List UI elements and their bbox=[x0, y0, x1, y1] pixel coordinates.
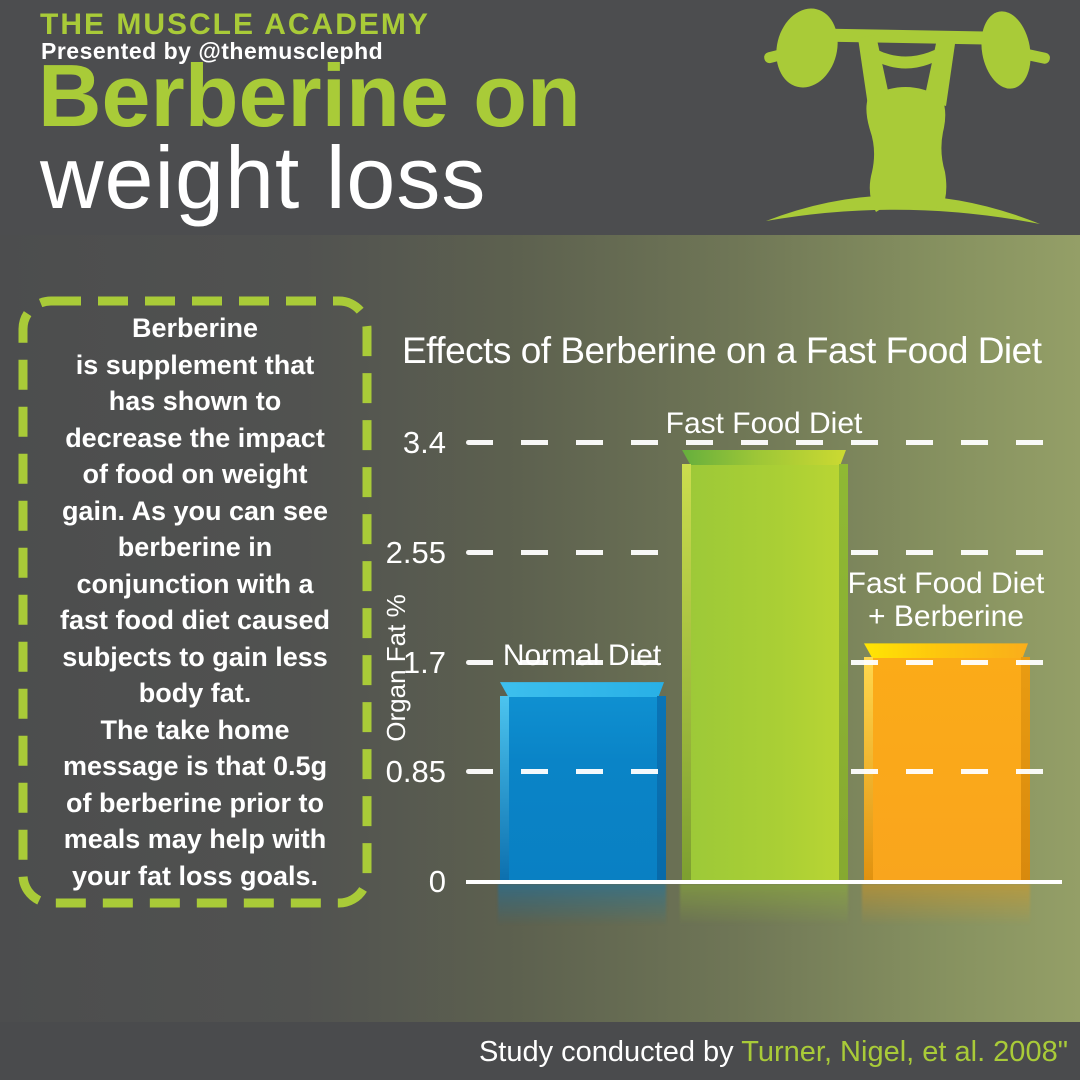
footer-band: Study conducted by Turner, Nigel, et al.… bbox=[0, 1022, 1080, 1080]
bar-1-top-face bbox=[680, 450, 848, 466]
brand-title: THE MUSCLE ACADEMY bbox=[40, 8, 430, 41]
footer-text: Study conducted by Turner, Nigel, et al.… bbox=[479, 1036, 1068, 1069]
info-box-dashed-border bbox=[18, 296, 372, 908]
y-tick-label-3.4: 3.4 bbox=[402, 425, 446, 461]
bar-reflection-2 bbox=[862, 884, 1030, 930]
bar-1-face-face bbox=[690, 464, 840, 882]
bar-0-top-face bbox=[498, 682, 666, 698]
gridline-3.4 bbox=[466, 440, 1062, 446]
bar-label-0: Normal Diet bbox=[502, 639, 662, 673]
info-box-text: Berberine is supplement that has shown t… bbox=[59, 313, 331, 891]
footer-citation: Turner, Nigel, et al. 2008" bbox=[741, 1036, 1068, 1068]
brand-subtitle: Presented by @themusclephd bbox=[41, 38, 384, 64]
bar-0-face-face bbox=[508, 697, 658, 882]
bar-reflection-0 bbox=[498, 884, 666, 930]
bar-0 bbox=[498, 682, 666, 882]
bar-label-1: Fast Food Diet bbox=[665, 406, 863, 440]
bar-1 bbox=[680, 450, 848, 882]
bar-2-top-face bbox=[862, 643, 1030, 659]
bar-0-rside-face bbox=[657, 696, 666, 882]
x-axis-baseline bbox=[466, 880, 1062, 884]
y-tick-label-0: 0 bbox=[428, 864, 446, 899]
bar-0-lside-face bbox=[500, 696, 509, 882]
bar-label-2: Fast Food Diet + Berberine bbox=[847, 567, 1045, 634]
chart-panel-background bbox=[0, 235, 1080, 1022]
y-tick-label-0.85: 0.85 bbox=[385, 754, 446, 790]
bar-chart-plot-area: 0 0.85 1.7 2.55 3.4 Normal Diet Fast Food Diet… bbox=[386, 400, 1062, 930]
y-tick-label-1.7: 1.7 bbox=[402, 644, 446, 680]
bar-1-lside-face bbox=[682, 463, 691, 882]
page-title-line2: weight loss bbox=[40, 128, 487, 227]
info-box: Berberine is supplement that has shown t… bbox=[18, 296, 372, 908]
bar-1-rside-face bbox=[839, 463, 848, 882]
bar-2 bbox=[862, 643, 1030, 882]
footer-prefix: Study conducted by bbox=[478, 1036, 742, 1068]
chart-title: Effects of Berberine on a Fast Food Diet bbox=[402, 330, 1042, 371]
y-tick-label-2.55: 2.55 bbox=[385, 535, 446, 571]
bar-reflection-1 bbox=[680, 884, 848, 930]
page-title-line1: Berberine on bbox=[38, 46, 581, 145]
weightlifter-icon bbox=[764, 8, 1050, 224]
